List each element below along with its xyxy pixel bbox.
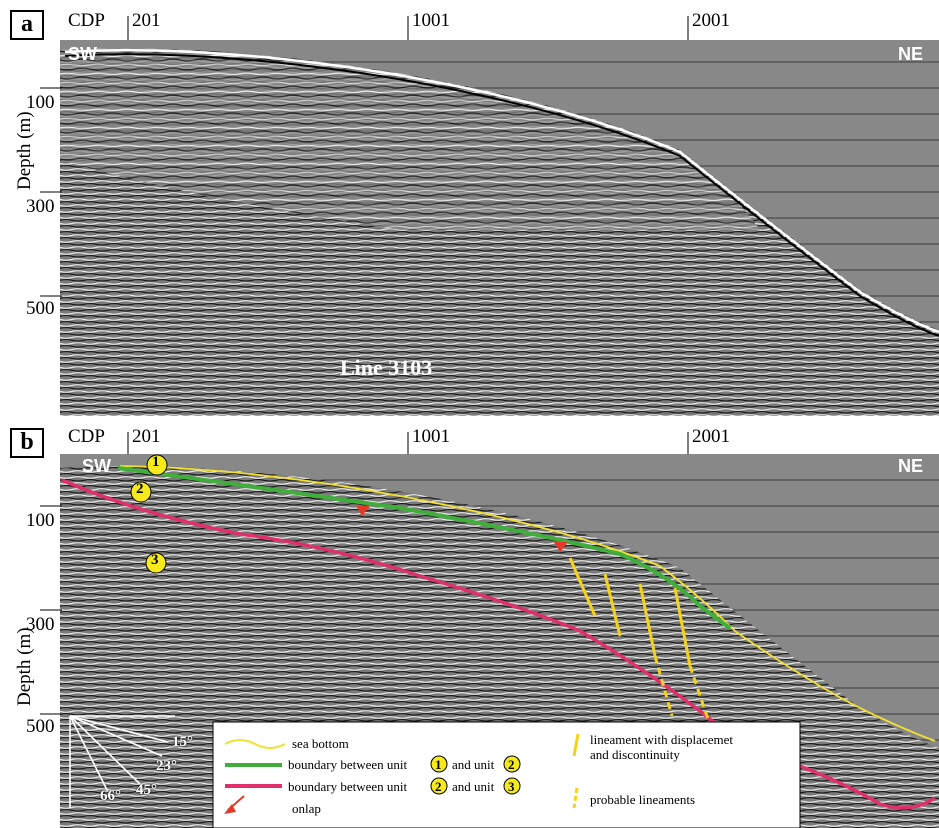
panel-a-graphics xyxy=(40,0,939,416)
legend-marker-u3 xyxy=(503,777,521,795)
cdp-tick-1001-b: 1001 xyxy=(412,426,450,447)
sea-floor-shadow-a xyxy=(64,53,939,337)
legend-u2: 2 xyxy=(508,757,515,772)
onlap-marker-1 xyxy=(356,506,370,516)
boundary-unit1-unit2 xyxy=(117,466,732,630)
legend-marker-u1 xyxy=(430,755,448,773)
legend-swatch-onlap-head xyxy=(224,804,236,814)
cdp-tick-1001-a: 1001 xyxy=(412,10,450,31)
cdp-label-b: CDP xyxy=(68,426,105,447)
depth-tick-marks-a xyxy=(40,87,62,297)
legend-onlap: onlap xyxy=(292,801,321,816)
depth-tick-500-b: 500 xyxy=(26,716,55,737)
line-title: Line 3103 xyxy=(340,355,433,380)
legend-u3: 3 xyxy=(508,779,515,794)
direction-ne-a: NE xyxy=(898,44,924,64)
depth-tick-100-b: 100 xyxy=(26,510,55,531)
cdp-label-a: CDP xyxy=(68,10,105,31)
depth-tick-100-a: 100 xyxy=(26,92,55,113)
cdp-tick-marks-a xyxy=(127,16,689,40)
depth-tick-marks-b xyxy=(40,505,62,715)
onlap-marker-2 xyxy=(554,542,568,552)
legend-marker-u2b xyxy=(430,777,448,795)
legend-box xyxy=(212,721,801,828)
angle-15: 15° xyxy=(172,734,193,750)
unit-marker-2-label: 2 xyxy=(136,481,144,497)
legend-boundary-23-a: boundary between unit xyxy=(288,779,408,794)
angle-45: 45° xyxy=(136,782,157,798)
lineaments xyxy=(568,557,692,667)
unit-marker-1 xyxy=(146,454,168,476)
header-band-b xyxy=(60,416,939,454)
angle-23: 23° xyxy=(156,758,177,774)
angle-66: 66° xyxy=(100,788,121,804)
cdp-tick-2001-b: 2001 xyxy=(692,426,730,447)
legend-swatch-sea-bottom xyxy=(224,739,286,749)
cdp-tick-201-a: 201 xyxy=(132,10,161,31)
sea-floor-reflector-a xyxy=(64,48,939,334)
direction-sw-b: SW xyxy=(82,456,111,476)
cdp-tick-201-b: 201 xyxy=(132,426,161,447)
direction-ne-b: NE xyxy=(898,456,924,476)
sea-bottom-line xyxy=(119,465,936,742)
legend-lineament-2: and discontinuity xyxy=(590,747,680,762)
depth-axis-label-b: Depth (m) xyxy=(14,627,35,706)
depth-axis-label-a: Depth (m) xyxy=(14,111,35,190)
legend-boundary-12-a: boundary between unit xyxy=(288,757,408,772)
panel-a: a CDP 201 1001 2001 100 300 500 Depth (m… xyxy=(10,0,939,416)
legend-boundary-23-b: and unit xyxy=(452,779,495,794)
unit-marker-3 xyxy=(145,552,167,574)
legend-swatch-probable xyxy=(572,787,579,809)
legend-marker-u2 xyxy=(503,755,521,773)
depth-tick-500-a: 500 xyxy=(26,298,55,319)
panel-b-graphics xyxy=(40,416,939,828)
unit-marker-3-label: 3 xyxy=(151,552,159,568)
depth-tick-300-a: 300 xyxy=(26,196,55,217)
panel-b: b CDP 201 1001 2001 100 300 500 Depth (m… xyxy=(0,416,939,828)
legend-lineament: lineament with displacemet xyxy=(590,732,733,747)
legend-sea-bottom: sea bottom xyxy=(292,736,349,751)
unit-marker-1-label: 1 xyxy=(152,454,160,470)
depth-tick-300-b: 300 xyxy=(26,614,55,635)
header-band xyxy=(60,0,939,40)
panel-label-a: a xyxy=(10,10,44,40)
boundary-unit2-unit3 xyxy=(61,478,936,810)
legend-swatch-lineament xyxy=(572,733,580,757)
panel-label-b: b xyxy=(10,428,44,458)
probable-lineaments xyxy=(653,655,714,732)
reflector-upper-a xyxy=(60,48,760,230)
cdp-tick-2001-a: 2001 xyxy=(692,10,730,31)
cdp-tick-marks-b xyxy=(127,432,689,454)
legend-probable: probable lineaments xyxy=(590,792,696,807)
dip-angle-fan xyxy=(69,715,175,808)
legend-boundary-12-b: and unit xyxy=(452,757,495,772)
unit-marker-2 xyxy=(130,481,152,503)
legend-u1: 1 xyxy=(435,757,442,772)
direction-sw-a: SW xyxy=(68,44,97,64)
legend-u2b: 2 xyxy=(435,779,442,794)
